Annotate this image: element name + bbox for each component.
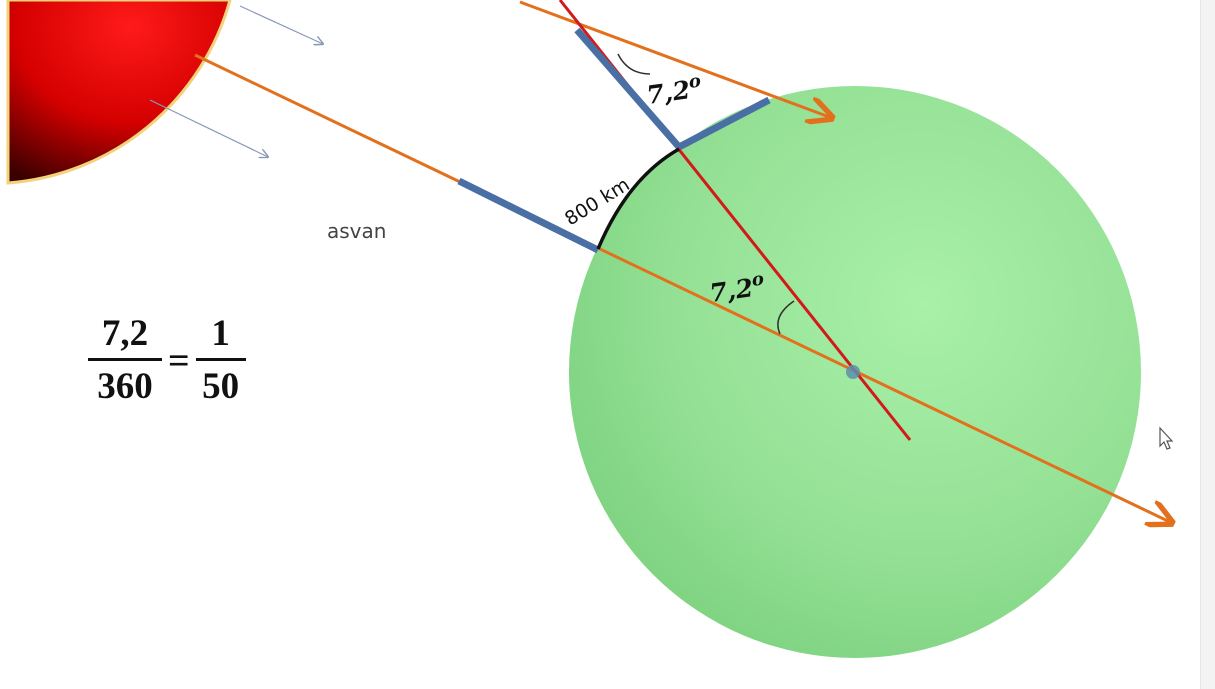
- sun: [6, 0, 232, 185]
- sun-ray-top: [519, 0, 832, 118]
- fraction-right-denominator: 50: [202, 366, 240, 407]
- fraction-left-bar: [88, 358, 162, 361]
- mouse-pointer-icon: [1159, 426, 1174, 450]
- ratio-formula: 7,2 360 = 1 50: [88, 314, 246, 407]
- angle-label-top: 7,2o: [644, 71, 703, 110]
- stick-bottom: [457, 177, 600, 254]
- fraction-right-bar: [195, 358, 246, 361]
- stick-shadow: [677, 96, 771, 151]
- fraction-right: 1 50: [195, 313, 246, 407]
- angle-arc-top: [617, 53, 651, 75]
- window-edge: [1200, 0, 1215, 689]
- fraction-left-denominator: 360: [97, 366, 153, 407]
- light-ray-2: [149, 99, 268, 157]
- angle-arc-center: [777, 300, 795, 335]
- city-label: asvan: [327, 219, 386, 243]
- light-ray-1: [239, 5, 323, 44]
- fraction-right-numerator: 1: [211, 313, 230, 354]
- equals-sign: =: [168, 339, 190, 382]
- fraction-left-numerator: 7,2: [101, 313, 149, 354]
- angle-label-center: 7,2o: [707, 269, 766, 308]
- fraction-left: 7,2 360: [88, 314, 162, 407]
- stick-top: [574, 27, 682, 150]
- earth-center: [846, 365, 860, 379]
- surface-arc: [596, 147, 680, 250]
- sun-ray-bottom: [194, 53, 1172, 523]
